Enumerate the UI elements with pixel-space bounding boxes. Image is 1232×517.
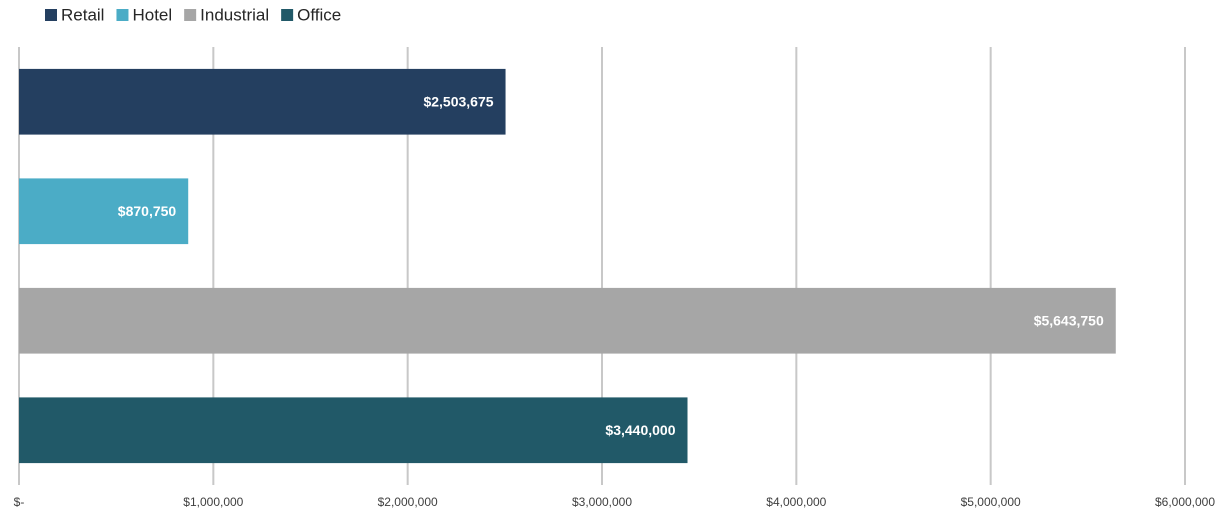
bar (19, 68, 506, 135)
data-label: $3,440,000 (605, 422, 675, 438)
legend-swatch (116, 9, 129, 21)
bar (19, 178, 189, 245)
bar (19, 287, 1116, 354)
x-tick-label: $- (14, 495, 25, 509)
legend-label: Retail (61, 5, 104, 24)
legend-label: Office (297, 5, 341, 24)
legend-swatch (281, 9, 294, 21)
legend-label: Hotel (132, 5, 172, 24)
legend-swatch (184, 9, 197, 21)
x-tick-label: $5,000,000 (961, 495, 1021, 509)
data-label: $2,503,675 (423, 93, 493, 109)
data-label: $5,643,750 (1034, 312, 1104, 328)
x-tick-label: $3,000,000 (572, 495, 632, 509)
legend-label: Industrial (200, 5, 269, 24)
x-tick-label: $1,000,000 (183, 495, 243, 509)
x-tick-label: $2,000,000 (378, 495, 438, 509)
data-label: $870,750 (118, 203, 177, 219)
x-tick-label: $6,000,000 (1155, 495, 1215, 509)
legend-swatch (45, 9, 57, 21)
bar (19, 397, 688, 464)
x-tick-label: $4,000,000 (766, 495, 826, 509)
